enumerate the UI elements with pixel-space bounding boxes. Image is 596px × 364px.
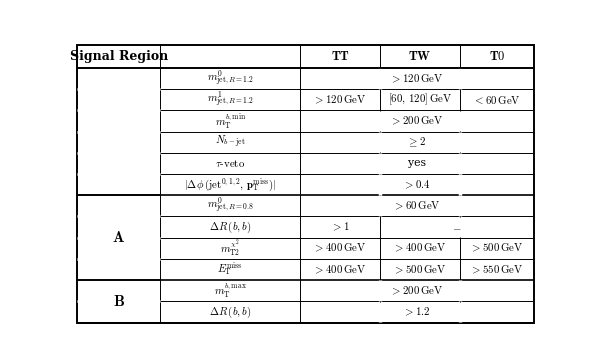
Text: $-$: $-$ — [452, 222, 462, 232]
Text: $\mathbf{A}$: $\mathbf{A}$ — [112, 230, 125, 245]
Text: $> 400\,\mathrm{GeV}$: $> 400\,\mathrm{GeV}$ — [393, 242, 446, 254]
Text: $m^{1}_{\mathrm{jet},R=1.2}$: $m^{1}_{\mathrm{jet},R=1.2}$ — [207, 90, 254, 109]
Text: $\Delta R\,(b,b)$: $\Delta R\,(b,b)$ — [209, 304, 252, 320]
Text: $> 60\,\mathrm{GeV}$: $> 60\,\mathrm{GeV}$ — [393, 200, 441, 212]
Text: $m_{\mathrm{T}}^{b,\mathrm{max}}$: $m_{\mathrm{T}}^{b,\mathrm{max}}$ — [214, 281, 247, 300]
Text: $> 500\,\mathrm{GeV}$: $> 500\,\mathrm{GeV}$ — [470, 242, 524, 254]
Text: $\tau\text{-veto}$: $\tau\text{-veto}$ — [215, 158, 246, 169]
Text: $m_{\mathrm{T}}^{b,\mathrm{min}}$: $m_{\mathrm{T}}^{b,\mathrm{min}}$ — [215, 111, 246, 131]
Text: $> 1.2$: $> 1.2$ — [403, 306, 431, 318]
Text: $E_{\mathrm{T}}^{\mathrm{miss}}$: $E_{\mathrm{T}}^{\mathrm{miss}}$ — [218, 261, 243, 278]
Text: $> 120\,\mathrm{GeV}$: $> 120\,\mathrm{GeV}$ — [390, 72, 443, 84]
Text: $> 120\,\mathrm{GeV}$: $> 120\,\mathrm{GeV}$ — [313, 94, 367, 106]
Text: $m^{0}_{\mathrm{jet},R=1.2}$: $m^{0}_{\mathrm{jet},R=1.2}$ — [207, 69, 254, 88]
Text: $m_{\mathrm{T2}}^{\chi^{2}}$: $m_{\mathrm{T2}}^{\chi^{2}}$ — [220, 238, 240, 259]
Text: $\mathbf{TT}$: $\mathbf{TT}$ — [331, 50, 349, 63]
Text: $< 60\,\mathrm{GeV}$: $< 60\,\mathrm{GeV}$ — [473, 94, 521, 106]
Text: $\mathbf{T0}$: $\mathbf{T0}$ — [489, 50, 505, 63]
Text: $\mathbf{B}$: $\mathbf{B}$ — [113, 294, 125, 309]
Text: $> 550\,\mathrm{GeV}$: $> 550\,\mathrm{GeV}$ — [470, 264, 524, 276]
Text: $> 200\,\mathrm{GeV}$: $> 200\,\mathrm{GeV}$ — [390, 285, 443, 297]
Text: $m^{0}_{\mathrm{jet},R=0.8}$: $m^{0}_{\mathrm{jet},R=0.8}$ — [207, 196, 254, 215]
Text: $\Delta R\,(b,b)$: $\Delta R\,(b,b)$ — [209, 219, 252, 235]
Text: $> 200\,\mathrm{GeV}$: $> 200\,\mathrm{GeV}$ — [390, 115, 443, 127]
Text: $> 400\,\mathrm{GeV}$: $> 400\,\mathrm{GeV}$ — [313, 242, 367, 254]
Text: yes: yes — [408, 158, 426, 169]
Text: $> 1$: $> 1$ — [331, 221, 349, 233]
Text: $> 500\,\mathrm{GeV}$: $> 500\,\mathrm{GeV}$ — [393, 264, 446, 276]
Text: $N_{b-\mathrm{jet}}$: $N_{b-\mathrm{jet}}$ — [215, 134, 246, 150]
Text: $|\Delta\phi\,(\mathrm{jet}^{0,1,2},\,\mathbf{p}_{\mathrm{T}}^{\mathrm{miss}})|$: $|\Delta\phi\,(\mathrm{jet}^{0,1,2},\,\m… — [184, 176, 276, 193]
Text: $[60,\,120]\,\mathrm{GeV}$: $[60,\,120]\,\mathrm{GeV}$ — [388, 92, 452, 107]
Text: Signal Region: Signal Region — [70, 50, 168, 63]
Text: $> 400\,\mathrm{GeV}$: $> 400\,\mathrm{GeV}$ — [313, 264, 367, 276]
Text: $\mathbf{TW}$: $\mathbf{TW}$ — [408, 50, 432, 63]
Text: $\geq 2$: $\geq 2$ — [408, 135, 427, 149]
Text: $> 0.4$: $> 0.4$ — [403, 178, 431, 191]
